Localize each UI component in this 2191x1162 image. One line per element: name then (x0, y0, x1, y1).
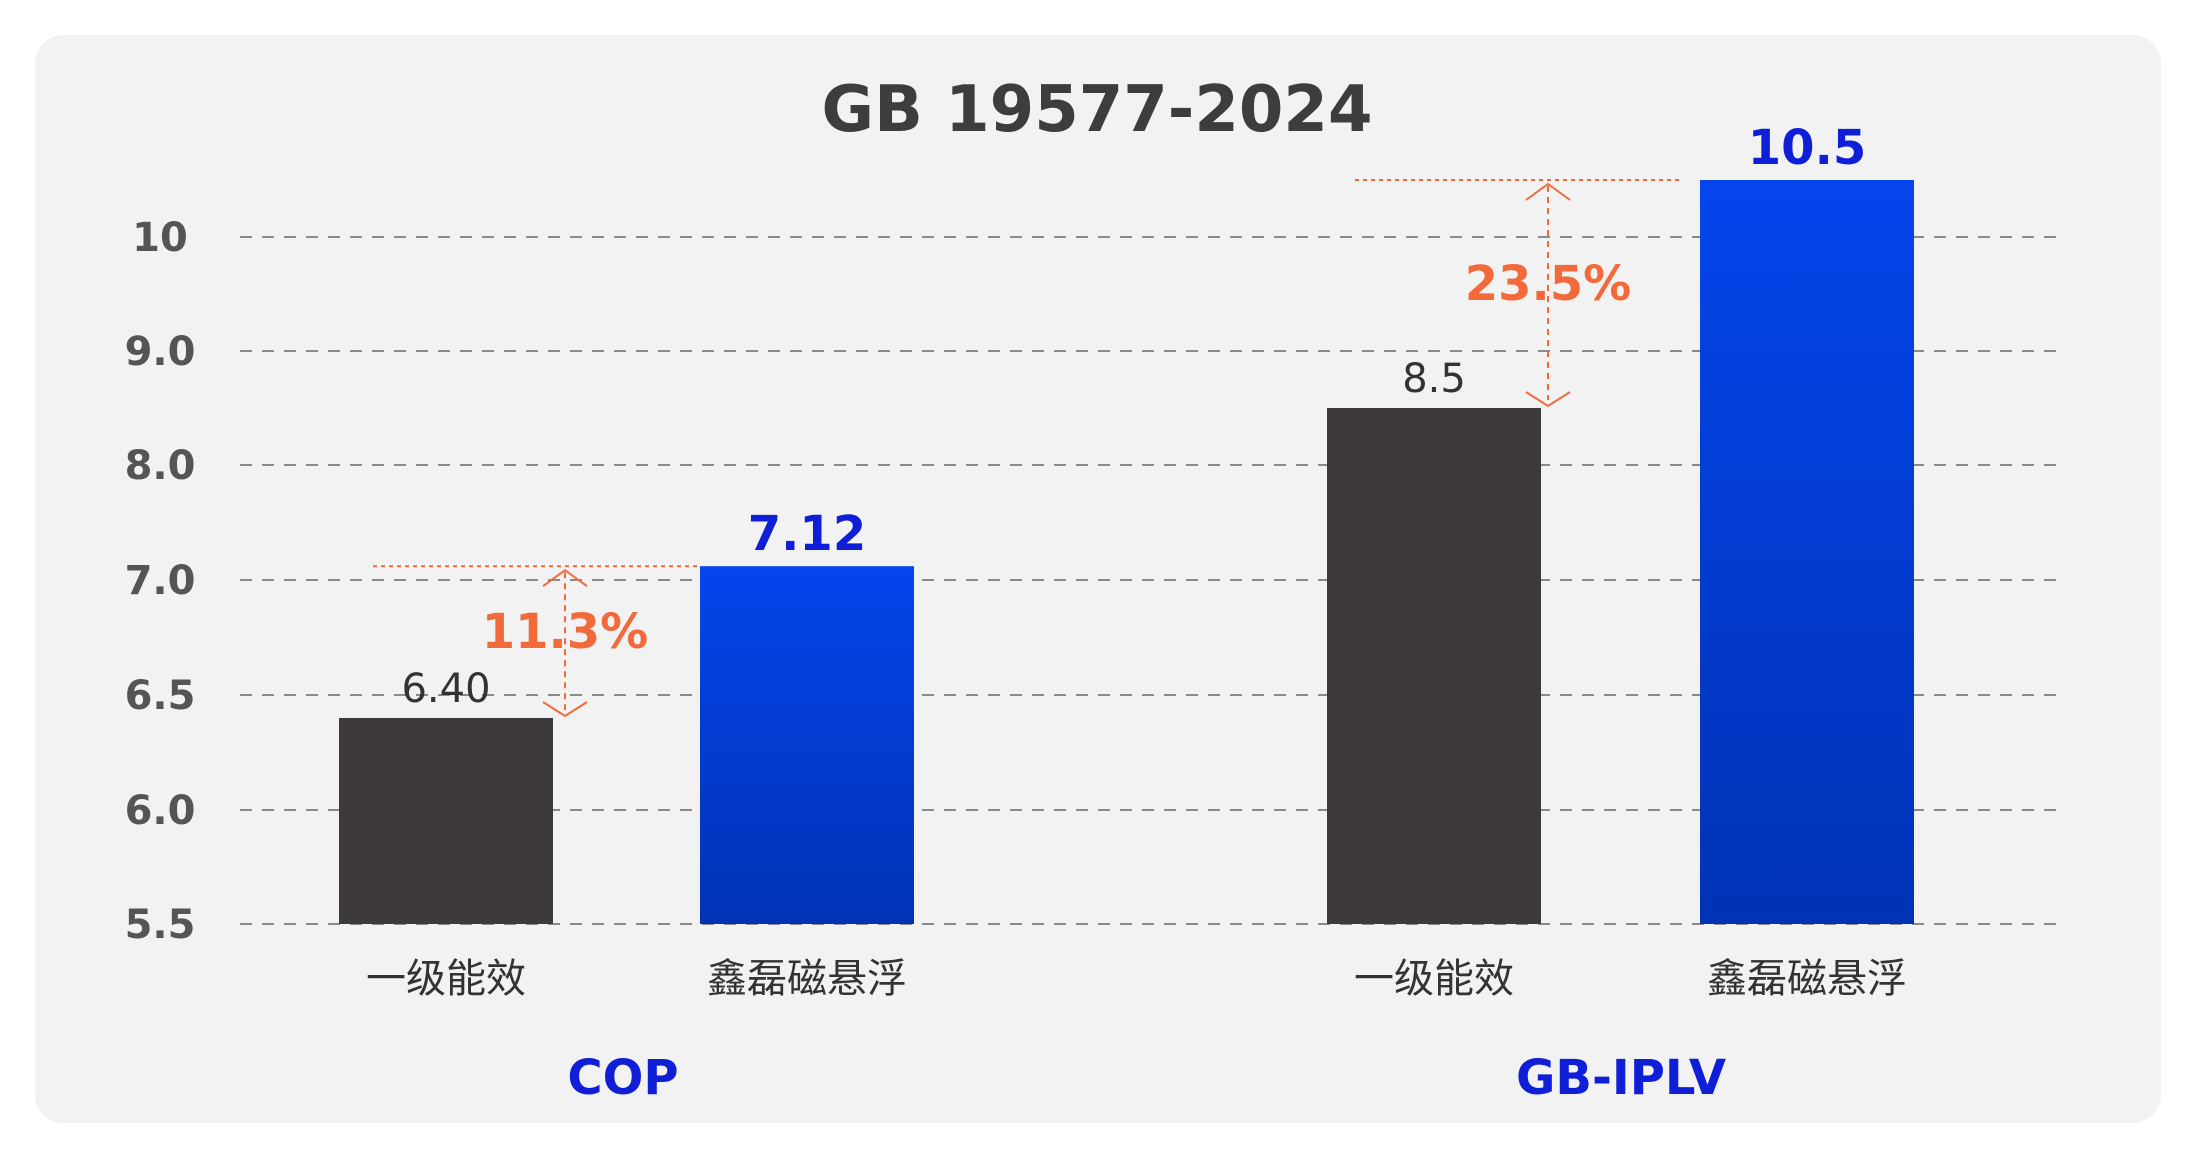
chart-title: GB 19577-2024 (822, 73, 1373, 147)
category-label: 鑫磊磁悬浮 (1707, 956, 1907, 1002)
category-label: 一级能效 (366, 956, 526, 1002)
arrow-head-down (542, 701, 588, 718)
bar-xinlei-maglev (700, 566, 914, 924)
group-label: GB-IPLV (1516, 1050, 1726, 1106)
y-tick-label: 6.5 (125, 673, 196, 719)
bar-grade1-efficiency (1327, 408, 1541, 924)
y-tick-label: 9.0 (125, 329, 196, 375)
y-tick-label: 6.0 (125, 788, 196, 834)
bar-grade1-efficiency (339, 718, 553, 924)
grid-lines (240, 236, 2060, 925)
bars (339, 180, 1914, 924)
improvement-annotations (373, 179, 1680, 718)
improvement-percent-label: 23.5% (1465, 256, 1632, 312)
y-tick-label: 10 (132, 215, 188, 261)
bar-value-label: 10.5 (1748, 120, 1866, 176)
improvement-percent-label: 11.3% (482, 604, 649, 660)
y-axis-ticks: 5.5 6.0 6.5 7.0 8.0 9.0 10 (125, 215, 196, 948)
category-label: 鑫磊磁悬浮 (707, 956, 907, 1002)
bar-value-label: 6.40 (401, 666, 490, 712)
category-label: 一级能效 (1354, 956, 1514, 1002)
arrow-head-down (1525, 391, 1571, 408)
bar-value-label: 7.12 (748, 506, 866, 562)
y-tick-label: 8.0 (125, 443, 196, 489)
group-label: COP (567, 1050, 678, 1106)
arrow-head-up (1525, 182, 1571, 201)
labels: 6.40 一级能效 7.12 鑫磊磁悬浮 COP 11.3% 8.5 一级能效 10.5 鑫磊磁悬… (366, 120, 1907, 1106)
bar-value-label: 8.5 (1402, 356, 1466, 402)
y-tick-label: 5.5 (125, 902, 196, 948)
y-tick-label: 7.0 (125, 558, 196, 604)
arrow-head-up (542, 568, 588, 588)
bar-xinlei-maglev (1700, 180, 1914, 924)
